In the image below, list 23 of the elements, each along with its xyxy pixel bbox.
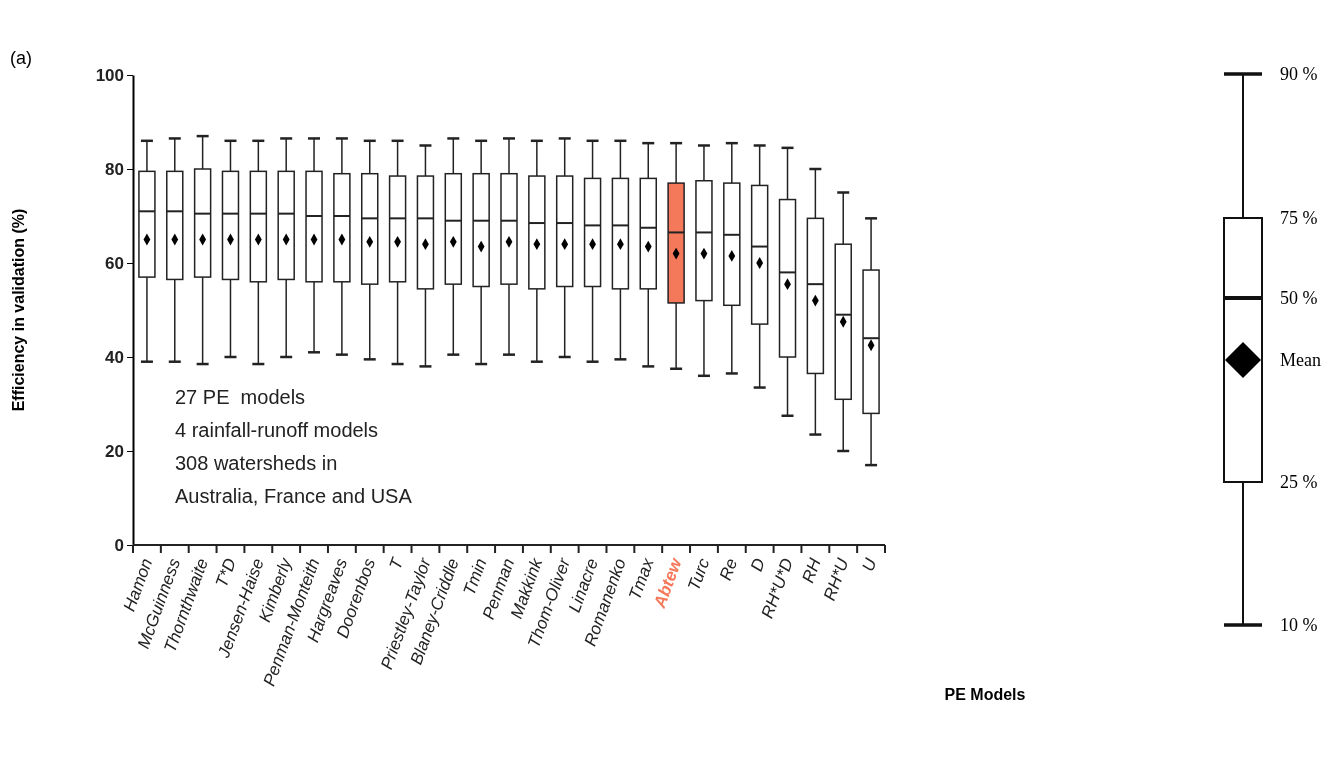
x-axis-title: PE Models: [944, 686, 1026, 703]
text: 50 %: [1280, 288, 1318, 309]
x-tick-label: Turc: [684, 555, 714, 594]
annotation: 4 rainfall-runoff models: [175, 419, 379, 441]
y-axis-title: Efficiency in validation (%): [10, 208, 27, 412]
y-tick-label: 60: [105, 253, 124, 273]
y-tick-label: 40: [105, 347, 124, 367]
text: 75 %: [1280, 208, 1318, 229]
text: 25 %: [1280, 472, 1318, 493]
y-tick-label: 100: [95, 65, 124, 85]
text: 10 %: [1280, 615, 1318, 636]
y-tick-label: 20: [105, 441, 124, 461]
x-tick-label: D: [746, 555, 770, 574]
text: (a): [10, 48, 32, 68]
annotation: 27 PE models: [175, 386, 306, 408]
annotation: 308 watersheds in: [175, 452, 338, 474]
text: 90 %: [1280, 64, 1318, 85]
y-tick-label: 0: [114, 535, 124, 555]
annotation: Australia, France and USA: [175, 485, 413, 507]
x-tick-label: Re: [715, 555, 742, 583]
y-tick-label: 80: [105, 159, 124, 179]
text: Mean: [1280, 350, 1321, 371]
x-tick-label: U: [858, 555, 881, 574]
